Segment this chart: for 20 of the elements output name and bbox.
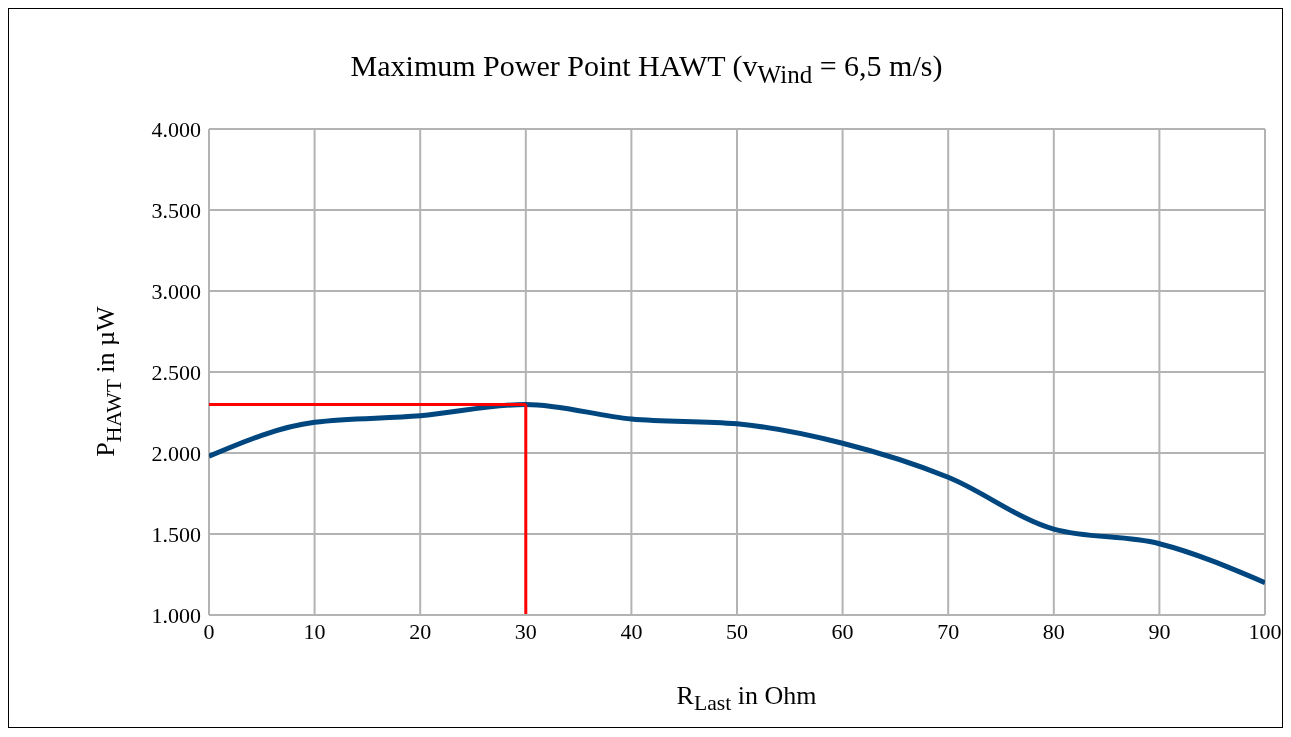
- x-tick-label: 90: [1148, 618, 1171, 644]
- x-tick-label: 0: [203, 618, 215, 644]
- x-tick-label: 70: [937, 618, 960, 644]
- y-tick-label: 1.000: [151, 602, 201, 628]
- x-tick-label: 10: [303, 618, 326, 644]
- x-tick-label: 50: [726, 618, 748, 644]
- x-tick-label: 40: [620, 618, 643, 644]
- y-tick-label: 4.000: [151, 116, 201, 142]
- x-tick-label: 30: [514, 618, 537, 644]
- chart-title: Maximum Power Point HAWT (v$_{Wind}$ = 6,5 m/s): [349, 49, 944, 89]
- x-axis-title: R$_{Last}$ in Ohm: [675, 681, 818, 717]
- x-tick-label: 60: [831, 618, 854, 644]
- y-tick-label: 3.000: [151, 278, 201, 304]
- y-tick-label: 2.500: [151, 359, 201, 385]
- y-tick-label: 1.500: [151, 521, 201, 547]
- x-tick-label: 20: [409, 618, 432, 644]
- y-tick-label: 2.000: [151, 440, 201, 466]
- y-tick-label: 3.500: [151, 197, 201, 223]
- x-tick-label: 80: [1042, 618, 1065, 644]
- x-tick-label: 100: [1248, 618, 1282, 644]
